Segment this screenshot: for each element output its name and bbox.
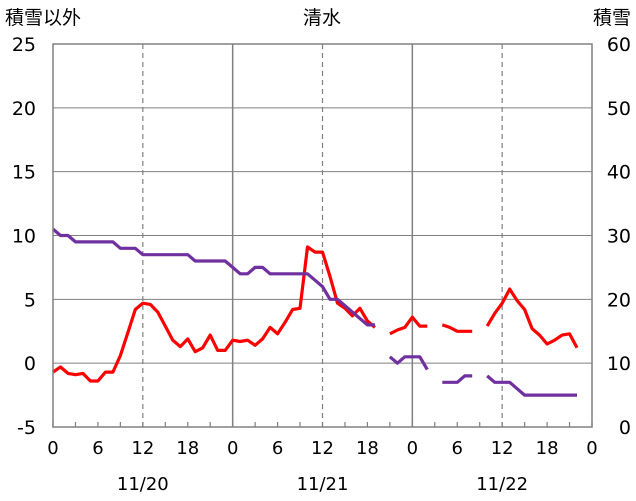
temperature-line [441,323,473,333]
x-tick-label: 18 [356,438,379,459]
y-left-tick-label: 15 [12,162,36,184]
y-left-tick-label: 25 [12,34,36,56]
y-left-tick-label: 20 [12,98,36,120]
y-right-tick-label: 20 [607,289,631,311]
x-tick-label: 6 [272,438,283,459]
y-left-tick-label: 0 [24,353,36,375]
right-axis-label: 積雪 [593,7,631,29]
ticks-layer: 0 6 12 18 0 6 12 18 0 6 12 18 0 11/20 11/21 11/22 -5 0 5 10… [12,34,631,495]
snow-depth-line [388,355,429,371]
snow-depth-line [442,374,473,384]
y-left-tick-label: -5 [17,417,36,439]
x-tick-label: 18 [536,438,559,459]
x-tick-label: 12 [491,438,514,459]
x-tick-label: 12 [311,438,334,459]
chart-title: 清水 [303,7,341,29]
x-tick-label: 0 [407,438,418,459]
x-tick-label: 12 [131,438,154,459]
x-tick-label: 6 [92,438,103,459]
x-tick-label: 0 [47,438,58,459]
temperature-line [389,315,428,336]
x-tick-label: 0 [227,438,238,459]
x-tick-label: 6 [452,438,463,459]
grid-layer [53,44,592,427]
series-layer [51,227,579,397]
snow-depth-line [486,374,577,397]
date-label: 11/22 [476,474,528,495]
y-right-tick-label: 10 [607,353,631,375]
left-axis-label: 積雪以外 [5,7,81,29]
y-left-tick-label: 10 [12,226,36,248]
temperature-line [52,245,376,383]
y-right-tick-label: 60 [607,34,631,56]
y-right-tick-label: 30 [607,226,631,248]
date-label: 11/20 [117,474,169,495]
y-right-tick-label: 0 [619,417,631,439]
temperature-line [485,287,579,349]
y-right-tick-label: 50 [607,98,631,120]
x-tick-label: 18 [176,438,199,459]
snow-depth-line [51,227,375,327]
x-tick-label: 0 [586,438,597,459]
y-right-tick-label: 40 [607,162,631,184]
y-left-tick-label: 5 [24,289,36,311]
date-label: 11/21 [297,474,349,495]
